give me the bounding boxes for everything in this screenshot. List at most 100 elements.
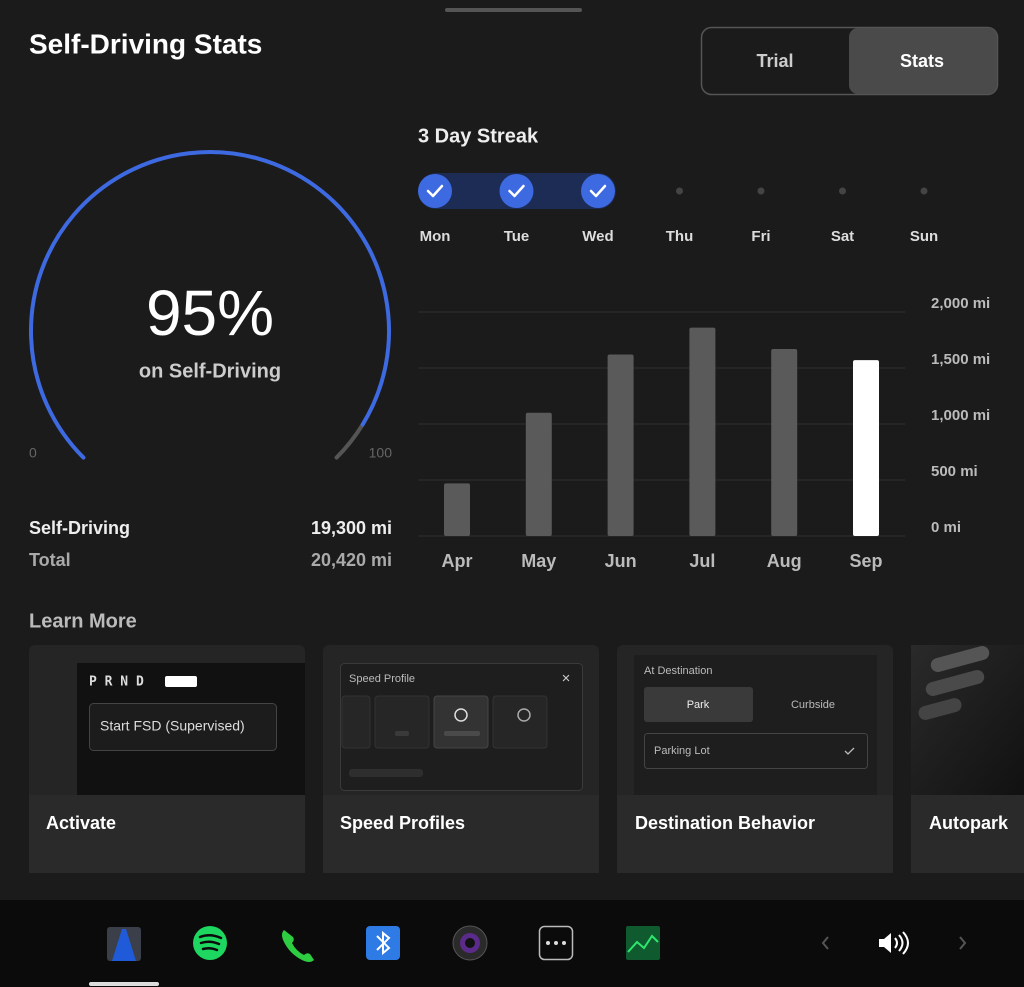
bar-chart: 0 mi 500 mi 1,000 mi 1,500 mi 2,000 mi Apr May…: [418, 295, 990, 571]
streak-dot: [676, 187, 683, 195]
preview-text: Start FSD (Supervised): [100, 718, 245, 734]
card-title: Speed Profiles: [340, 813, 465, 833]
app-icon[interactable]: [626, 926, 660, 960]
preview-text: P R N D: [89, 675, 144, 690]
streak-check: [418, 174, 452, 208]
streak-check: [499, 174, 534, 208]
icon-part: [562, 941, 566, 945]
total-value: 20,420 mi: [311, 550, 392, 570]
preview-text: Speed Profile: [349, 673, 415, 685]
y-tick-label: 0 mi: [931, 519, 961, 536]
streak-title: 3 Day Streak: [418, 125, 539, 147]
total-label: Self-Driving: [29, 518, 130, 538]
app-icon[interactable]: [538, 925, 574, 961]
streak: Mon Tue Wed Thu Fri Sat Sun: [418, 173, 938, 245]
preview-car: [925, 670, 985, 696]
tab-active-bg: [849, 28, 997, 94]
totals: Self-Driving 19,300 mi Total 20,420 mi: [29, 518, 392, 570]
app-icon[interactable]: [366, 926, 400, 960]
icon-part: [465, 938, 475, 948]
icon-part: [538, 925, 574, 961]
app-icon[interactable]: [89, 927, 159, 986]
preview-bar: [395, 731, 409, 736]
streak-dot: [920, 187, 928, 195]
preview-text: At Destination: [644, 665, 712, 677]
card[interactable]: Speed Profile × Speed Profiles: [323, 645, 599, 873]
y-tick-label: 1,000 mi: [931, 407, 990, 424]
preview-text: Curbside: [791, 699, 835, 711]
preview-option: [341, 695, 371, 749]
card-preview: [911, 645, 1024, 795]
tab[interactable]: Trial: [756, 51, 793, 71]
gauge-value: 95%: [146, 277, 274, 349]
x-tick-label: Sep: [849, 551, 882, 571]
card-footer: [323, 795, 599, 873]
gauge-max: 100: [369, 445, 393, 461]
preview-check: [844, 747, 855, 755]
preview-icon: [454, 708, 468, 722]
y-tick-label: 500 mi: [931, 463, 978, 480]
x-tick-label: Jul: [689, 551, 715, 571]
app-icon[interactable]: [282, 930, 314, 962]
gauge-min: 0: [29, 445, 37, 461]
taskbar: [0, 900, 1024, 987]
icon-part: [546, 941, 550, 945]
drag-handle[interactable]: [445, 8, 582, 12]
card-preview: [634, 655, 877, 795]
preview-button: [89, 703, 277, 751]
gauge-fill: [29, 150, 391, 460]
bar: [525, 412, 552, 536]
cards: P R N D Start FSD (Supervised) Activate …: [29, 644, 1024, 873]
gauge: 95% on Self-Driving 0 100: [29, 150, 393, 461]
next-arrow[interactable]: [959, 936, 967, 950]
tab-group: Trial Stats: [700, 26, 999, 96]
gauge-caption: on Self-Driving: [139, 360, 281, 382]
y-tick-label: 2,000 mi: [931, 295, 990, 312]
streak-dot: [839, 187, 846, 195]
total-value: 19,300 mi: [311, 518, 392, 538]
icon-part: [198, 934, 223, 952]
check-icon: [589, 184, 607, 198]
app-icon[interactable]: [452, 925, 488, 961]
bar: [853, 360, 879, 536]
y-tick-label: 1,500 mi: [931, 351, 990, 368]
preview-car: [918, 698, 962, 720]
day-label: Thu: [666, 228, 694, 245]
day-label: Sun: [910, 228, 938, 245]
card-footer: [911, 795, 1024, 873]
preview-field: [644, 733, 868, 769]
day-label: Tue: [504, 228, 530, 245]
card[interactable]: At Destination Park Curbside Parking Lot…: [617, 645, 893, 873]
tab[interactable]: Stats: [900, 51, 944, 71]
check-icon: [508, 184, 525, 198]
icon-part: [282, 930, 314, 962]
preview-option: [433, 695, 489, 749]
prev-arrow[interactable]: [821, 936, 829, 950]
bar: [689, 327, 716, 536]
card-footer: [29, 795, 305, 873]
streak-check: [581, 174, 615, 208]
tab-frame: [700, 26, 999, 96]
volume-icon[interactable]: [879, 931, 909, 955]
preview-option: [644, 687, 753, 722]
x-tick-label: Aug: [767, 551, 802, 571]
card[interactable]: Autopark: [911, 644, 1024, 873]
card[interactable]: P R N D Start FSD (Supervised) Activate: [29, 645, 305, 873]
day-label: Fri: [751, 228, 770, 245]
x-tick-label: May: [521, 551, 556, 571]
icon-part: [112, 929, 136, 961]
preview-battery: [165, 676, 197, 687]
preview-car: [930, 646, 990, 672]
card-title: Destination Behavior: [635, 813, 815, 833]
icon-part: [626, 926, 660, 960]
bar: [607, 354, 634, 536]
card-footer: [617, 795, 893, 873]
preview-text: Park: [687, 699, 710, 711]
icon-part: [879, 933, 891, 953]
taskbar-bg: [0, 900, 1024, 987]
day-label: Mon: [420, 228, 451, 245]
app-icon[interactable]: [193, 926, 227, 960]
icon-part: [627, 934, 659, 953]
